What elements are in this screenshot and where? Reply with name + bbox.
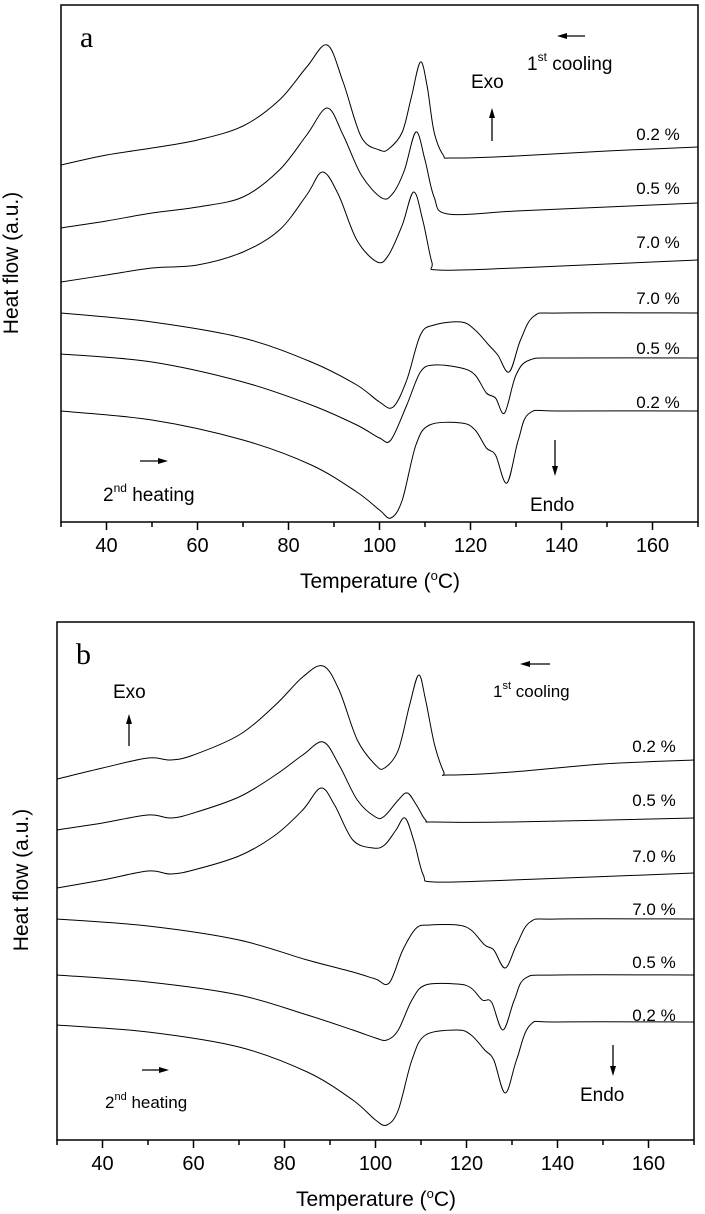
x-tick-label: 60 [182,1153,204,1175]
heating-label: 2nd heating [105,1091,187,1112]
x-tick-label: 120 [450,1153,483,1175]
series-label: 0.2 % [632,737,675,756]
series-label: 0.2 % [636,125,679,144]
x-tick-label: 100 [359,1153,392,1175]
heating-arrow-icon [142,1067,169,1073]
panel-a: a Heat flow (a.u.) Temperature (oC) Exo … [0,4,699,593]
series-line-0 [60,44,699,166]
series-line-0 [56,665,695,780]
cooling-label: 1st cooling [527,50,612,75]
series-line-1 [60,107,699,229]
x-tick-label: 40 [95,535,117,557]
series-line-4 [60,353,699,443]
panel-b: b Heat flow (a.u.) Temperature (oC) Exo … [10,621,695,1211]
series-label: 7.0 % [632,900,675,919]
x-tick-label: 80 [273,1153,295,1175]
heating-label: 2nd heating [103,481,195,506]
endo-arrow-icon [610,1045,616,1076]
x-tick-label: 160 [632,1153,665,1175]
heating-arrow-icon [140,458,168,464]
endo-arrow-icon [552,440,558,476]
panel-label: b [76,638,91,671]
series-line-4 [56,974,695,1041]
x-tick-label: 120 [454,535,487,557]
series-line-3 [56,918,695,986]
exo-label: Exo [471,72,504,93]
y-axis-label: Heat flow (a.u.) [10,809,33,951]
x-tick-label: 100 [363,535,396,557]
x-tick-label: 80 [277,535,299,557]
endo-label: Endo [580,1085,624,1106]
series-line-5 [60,409,699,519]
series-label: 0.5 % [636,339,679,358]
y-axis-label: Heat flow (a.u.) [0,192,23,334]
exo-label: Exo [113,682,146,703]
endo-label: Endo [530,495,574,516]
series-label: 0.5 % [632,791,675,810]
x-axis-label: Temperature (oC) [300,568,460,593]
x-tick-label: 140 [545,535,578,557]
exo-arrow-icon [489,108,495,141]
series-label: 0.2 % [632,1006,675,1025]
series-label: 0.5 % [632,953,675,972]
series-line-3 [60,312,699,409]
x-tick-label: 160 [636,535,669,557]
series-label: 7.0 % [636,233,679,252]
series-label: 0.2 % [636,393,679,412]
x-tick-label: 60 [186,535,208,557]
cooling-arrow-icon [520,661,550,667]
series-line-2 [56,787,695,889]
series-line-1 [56,741,695,831]
series-label: 7.0 % [636,289,679,308]
x-tick-label: 140 [541,1153,574,1175]
plot-frame [60,4,699,523]
cooling-arrow-icon [557,33,585,39]
panel-label: a [80,21,93,54]
series-label: 7.0 % [632,847,675,866]
series-line-2 [60,171,699,283]
x-axis-label: Temperature (oC) [296,1186,456,1211]
series-line-5 [56,1020,695,1127]
exo-arrow-icon [126,714,132,746]
plot-frame [56,621,695,1141]
cooling-label: 1st cooling [493,680,570,701]
x-tick-label: 40 [91,1153,113,1175]
series-label: 0.5 % [636,179,679,198]
